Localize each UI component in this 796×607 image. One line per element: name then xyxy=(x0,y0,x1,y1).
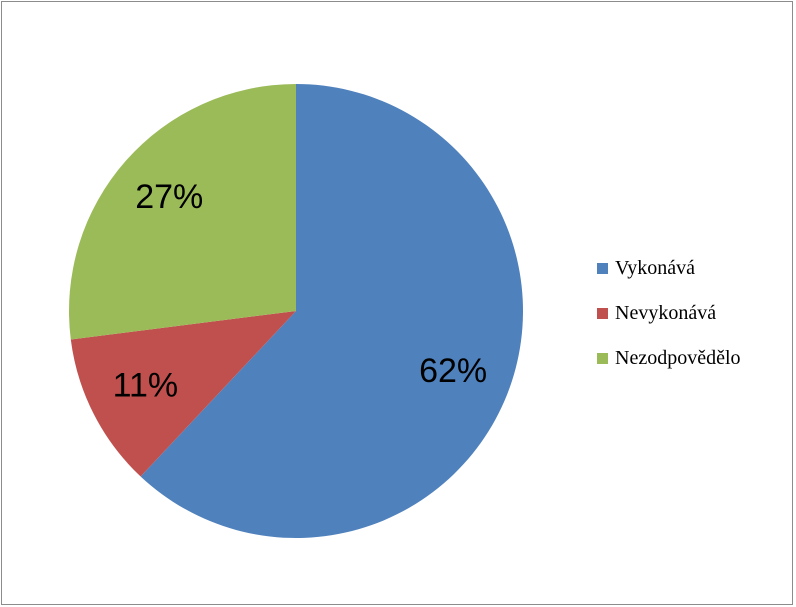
legend-swatch xyxy=(597,263,608,274)
legend-item-vykonava: Vykonává xyxy=(597,257,741,280)
pie-data-labels: 62% 11% 27% xyxy=(113,178,488,404)
data-label: 27% xyxy=(135,178,203,216)
legend-label: Vykonává xyxy=(615,257,695,279)
pie-slice-nezodpovedelo xyxy=(68,83,296,340)
legend-swatch xyxy=(597,308,608,319)
legend-item-nevykonava: Nevykonává xyxy=(597,302,741,325)
legend: Vykonává Nevykonává Nezodpovědělo xyxy=(597,257,741,392)
legend-swatch xyxy=(597,353,608,364)
pie-slice-vykonava xyxy=(140,84,523,538)
pie-slices xyxy=(68,83,523,538)
legend-label: Nevykonává xyxy=(615,302,717,324)
legend-item-nezodpovedelo: Nezodpovědělo xyxy=(597,347,741,370)
data-label: 11% xyxy=(113,367,179,405)
legend-label: Nezodpovědělo xyxy=(615,347,741,369)
pie-slice-nevykonava xyxy=(70,311,296,477)
data-label: 62% xyxy=(419,352,487,390)
